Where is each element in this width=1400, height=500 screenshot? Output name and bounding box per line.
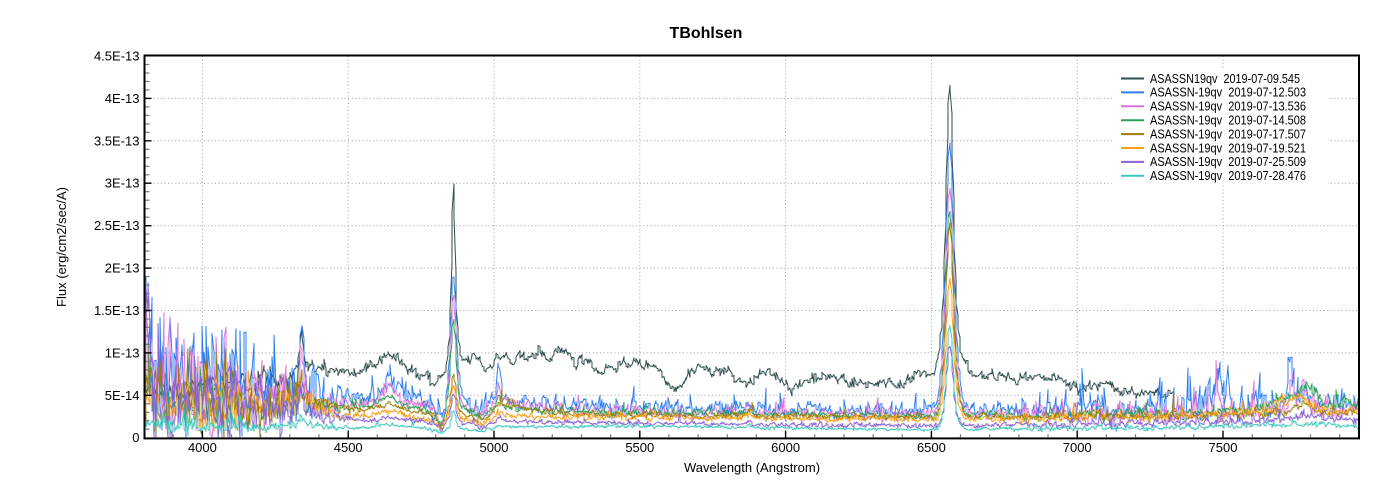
svg-text:5000: 5000 <box>480 440 509 455</box>
svg-text:7500: 7500 <box>1209 440 1238 455</box>
svg-text:3E-13: 3E-13 <box>105 176 140 191</box>
svg-text:ASASSN-19qv 2019-07-19.521: ASASSN-19qv 2019-07-19.521 <box>1150 140 1306 155</box>
svg-text:ASASSN19qv 2019-07-09.545: ASASSN19qv 2019-07-09.545 <box>1150 71 1300 86</box>
svg-text:4E-13: 4E-13 <box>105 91 140 106</box>
svg-text:ASASSN-19qv 2019-07-25.509: ASASSN-19qv 2019-07-25.509 <box>1150 154 1306 169</box>
svg-text:1.5E-13: 1.5E-13 <box>94 303 140 318</box>
svg-text:3.5E-13: 3.5E-13 <box>94 133 140 148</box>
svg-text:ASASSN-19qv 2019-07-13.536: ASASSN-19qv 2019-07-13.536 <box>1150 99 1306 114</box>
svg-text:2E-13: 2E-13 <box>105 261 140 276</box>
svg-text:5E-14: 5E-14 <box>105 388 140 403</box>
svg-text:Flux (erg/cm2/sec/A): Flux (erg/cm2/sec/A) <box>54 187 69 307</box>
svg-text:5500: 5500 <box>625 440 654 455</box>
svg-text:0: 0 <box>132 430 139 445</box>
svg-text:ASASSN-19qv 2019-07-12.503: ASASSN-19qv 2019-07-12.503 <box>1150 85 1306 100</box>
svg-text:1E-13: 1E-13 <box>105 345 140 360</box>
svg-text:Wavelength (Angstrom): Wavelength (Angstrom) <box>684 460 820 475</box>
svg-text:4000: 4000 <box>188 440 217 455</box>
svg-text:7000: 7000 <box>1063 440 1092 455</box>
svg-text:ASASSN-19qv 2019-07-28.476: ASASSN-19qv 2019-07-28.476 <box>1150 168 1306 183</box>
svg-text:4.5E-13: 4.5E-13 <box>94 49 140 64</box>
svg-text:TBohlsen: TBohlsen <box>670 25 743 42</box>
svg-text:6000: 6000 <box>771 440 800 455</box>
svg-text:6500: 6500 <box>917 440 946 455</box>
svg-text:ASASSN-19qv 2019-07-17.507: ASASSN-19qv 2019-07-17.507 <box>1150 126 1306 141</box>
svg-text:ASASSN-19qv 2019-07-14.508: ASASSN-19qv 2019-07-14.508 <box>1150 113 1306 128</box>
svg-text:2.5E-13: 2.5E-13 <box>94 218 140 233</box>
svg-text:4500: 4500 <box>334 440 363 455</box>
